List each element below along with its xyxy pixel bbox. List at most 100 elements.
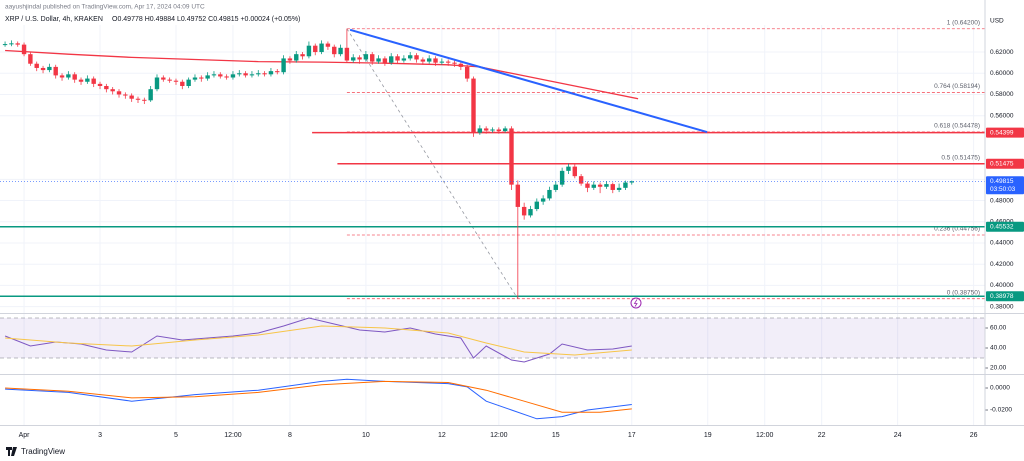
level-price-box [986,127,1024,138]
candle-body [59,75,65,78]
candle-body [85,78,90,82]
x-tick-label: 12 [438,432,446,439]
brand-logo [6,447,17,456]
event-icon[interactable] [630,297,642,309]
candle-body [300,54,305,57]
candle-body [439,61,445,63]
candle-body [129,95,134,99]
y-tick-label: 0.38000 [990,303,1014,310]
candle-body [256,73,261,75]
candle-body [319,43,324,53]
candle-body [243,73,248,76]
x-tick-label: 8 [288,432,292,439]
candle-body [420,59,426,62]
candle-body [173,80,179,82]
x-tick-label: 12:00 [490,432,508,439]
ohlc: O0.49778 H0.49884 L0.49752 C0.49815 +0.0… [112,16,300,23]
candle-body [338,47,343,55]
candle-body [623,182,628,188]
candle-body [294,54,299,61]
candle-body [578,176,584,184]
candle-body [344,47,350,61]
level-price-label: 0.45532 [990,223,1014,230]
candle-body [15,43,20,45]
y-tick-label: 60.00 [990,325,1007,332]
candle-body [363,54,369,60]
candle-body [199,77,204,79]
y-tick-label: 0.48000 [990,197,1014,204]
candle-body [281,58,286,73]
candle-body [376,58,381,62]
candle-body [186,79,191,86]
x-tick-label: 24 [894,432,902,439]
candle-body [2,44,8,46]
candle-body [502,128,508,132]
candle-body [370,54,375,62]
candle-body [496,129,502,132]
y-tick-label: 0.44000 [990,240,1014,247]
fib-anchor [346,28,519,299]
candle-body [414,55,419,60]
candle-body [452,62,457,64]
candle-body [211,74,217,76]
rsi-band [0,318,985,358]
y-tick-label: 0.56000 [990,112,1014,119]
x-tick-label: 26 [970,432,978,439]
x-tick-label: 12:00 [224,432,242,439]
level-price-box [986,291,1024,302]
fib-label: 0 (0.38750) [947,289,980,296]
candle-body [47,66,52,71]
candle-body [123,94,128,96]
level-price-label: 0.38978 [990,293,1014,300]
candle-body [389,56,394,63]
candle-body [180,81,185,86]
candle-body [116,91,122,95]
candle-body [224,76,229,78]
y-tick-label: 0.0000 [990,385,1010,392]
candle-body [192,77,198,80]
candle-body [287,58,293,61]
candle-body [325,43,331,47]
x-tick-label: 17 [628,432,636,439]
candle-body [148,89,153,101]
fib-label: 0.236 (0.44756) [934,226,980,233]
trendline [349,28,708,134]
candle-body [490,129,495,131]
candle-body [610,184,615,190]
y-tick-label: 20.00 [990,365,1007,372]
candle-body [553,184,559,190]
candle-body [458,63,464,67]
candle-body [262,73,267,75]
candle-body [78,79,84,82]
x-tick-label: 10 [362,432,370,439]
y-tick-label: 40.00 [990,345,1007,352]
candle-body [629,181,634,183]
symbol: XRP / U.S. Dollar, 4h, KRAKEN [5,16,103,23]
current-price-box [986,176,1024,195]
candle-body [275,71,280,73]
candle-body [408,55,413,59]
level-price-box [986,158,1024,169]
candle-body [40,67,46,71]
candle-body [135,98,141,100]
candle-body [401,58,407,61]
candle-body [268,71,274,75]
candle-body [91,78,96,84]
candle-body [104,85,109,90]
x-tick-label: 5 [174,432,178,439]
candle-body [34,63,39,68]
candle-body [142,99,147,101]
candle-body [21,44,27,55]
candle-body [28,54,33,64]
candle-body [161,77,166,80]
fib-label: 0.764 (0.58194) [934,83,980,90]
fib-label: 0.5 (0.51475) [941,154,980,161]
candle-body [591,184,596,188]
candle-body [585,183,590,188]
candle-body [9,43,14,45]
x-tick-label: 12:00 [756,432,774,439]
candle-body [395,56,400,61]
candle-body [313,45,318,53]
candle-body [237,73,242,75]
